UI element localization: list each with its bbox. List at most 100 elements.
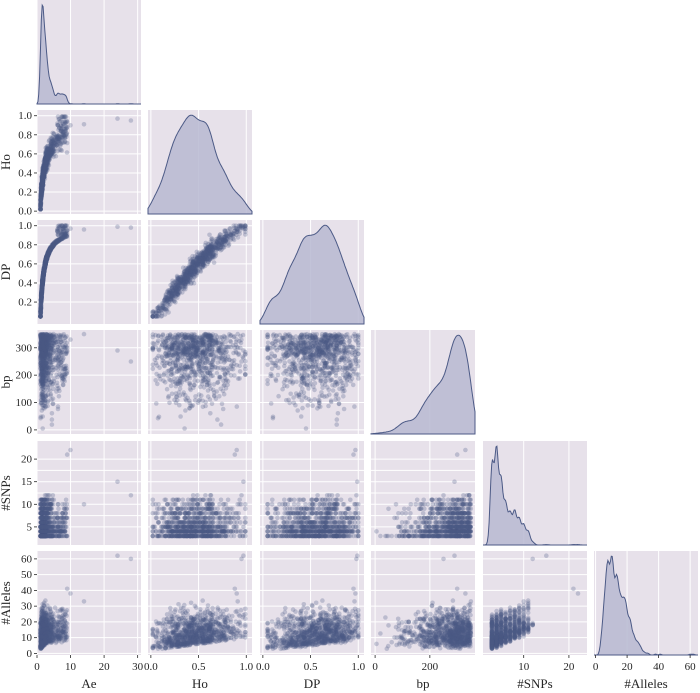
scatter-point: [38, 201, 43, 206]
scatter-point: [43, 152, 49, 157]
scatter-point: [40, 180, 45, 186]
scatter-point: [169, 290, 175, 296]
scatter-point: [40, 180, 45, 186]
scatter-point: [61, 129, 66, 134]
scatter-point: [58, 118, 63, 123]
scatter-point: [39, 195, 44, 200]
scatter-point: [41, 168, 46, 173]
scatter-point: [38, 200, 44, 206]
scatter-point: [38, 314, 43, 319]
scatter-point: [68, 123, 73, 128]
scatter-point: [50, 141, 55, 147]
scatter-point: [40, 174, 45, 180]
scatter-point: [39, 186, 44, 192]
scatter-point: [214, 389, 219, 394]
scatter-point: [42, 160, 48, 166]
scatter-point: [185, 395, 190, 401]
scatter-point: [42, 164, 48, 169]
scatter-point: [42, 156, 48, 161]
scatter-point: [182, 364, 188, 369]
scatter-point: [53, 153, 59, 159]
scatter-point: [219, 401, 225, 407]
scatter-point: [49, 417, 55, 422]
scatter-point: [60, 133, 65, 138]
scatter-point: [42, 164, 47, 169]
scatter-point: [41, 169, 46, 174]
scatter-point: [39, 187, 45, 193]
scatter-point: [159, 354, 164, 359]
scatter-point: [62, 129, 67, 134]
scatter-point: [64, 349, 70, 355]
scatter-point: [42, 159, 48, 164]
scatter-point: [195, 362, 201, 368]
scatter-point: [40, 178, 46, 183]
scatter-point: [39, 186, 45, 192]
scatter-point: [45, 158, 50, 164]
scatter-point: [38, 185, 44, 190]
scatter-point: [237, 363, 242, 369]
scatter-point: [68, 226, 73, 231]
scatter-point: [44, 169, 49, 175]
scatter-point: [48, 150, 53, 156]
panel-Ae-vs-Ae: [36, 0, 141, 105]
scatter-point: [45, 152, 50, 157]
scatter-point: [41, 364, 47, 369]
scatter-point: [45, 149, 51, 154]
scatter-point: [45, 156, 51, 161]
scatter-point: [38, 195, 44, 201]
scatter-point: [43, 156, 48, 162]
scatter-point: [56, 394, 62, 399]
scatter-point: [55, 139, 60, 144]
scatter-point: [178, 414, 183, 419]
scatter-point: [44, 162, 49, 168]
scatter-point: [60, 369, 65, 375]
scatter-point: [39, 189, 45, 194]
scatter-point: [43, 154, 49, 160]
scatter-point: [188, 364, 193, 369]
scatter-point: [45, 153, 50, 159]
scatter-point: [50, 149, 55, 154]
scatter-point: [153, 332, 158, 338]
scatter-point: [182, 334, 187, 339]
scatter-point: [38, 197, 43, 202]
scatter-point: [45, 156, 50, 161]
scatter-point: [40, 171, 46, 176]
scatter-point: [40, 168, 46, 174]
scatter-point: [42, 164, 48, 170]
scatter-point: [217, 394, 222, 399]
scatter-point: [64, 126, 69, 131]
scatter-point: [222, 382, 227, 388]
scatter-point: [62, 119, 68, 124]
scatter-point: [45, 151, 51, 156]
scatter-point: [39, 184, 45, 190]
scatter-point: [55, 133, 61, 139]
scatter-point: [41, 165, 46, 171]
scatter-point: [49, 243, 55, 248]
scatter-point: [166, 310, 171, 315]
scatter-point: [39, 190, 44, 196]
scatter-point: [42, 166, 48, 171]
scatter-point: [43, 168, 49, 174]
scatter-point: [48, 140, 54, 145]
scatter-point: [41, 175, 47, 180]
scatter-point: [218, 351, 224, 357]
scatter-point: [191, 382, 197, 388]
scatter-point: [41, 173, 47, 178]
scatter-point: [45, 150, 51, 156]
scatter-point: [47, 149, 53, 154]
scatter-point: [170, 278, 175, 284]
scatter-point: [204, 369, 210, 374]
scatter-point: [38, 202, 43, 208]
scatter-point: [41, 165, 47, 170]
scatter-point: [177, 402, 182, 408]
scatter-point: [43, 400, 48, 406]
scatter-point: [38, 192, 43, 198]
scatter-point: [40, 179, 46, 184]
scatter-point: [46, 152, 51, 158]
scatter-point: [41, 165, 46, 170]
scatter-point: [223, 372, 228, 378]
scatter-point: [41, 166, 46, 172]
scatter-point: [201, 385, 207, 390]
scatter-point: [218, 335, 223, 340]
scatter-point: [43, 156, 49, 162]
